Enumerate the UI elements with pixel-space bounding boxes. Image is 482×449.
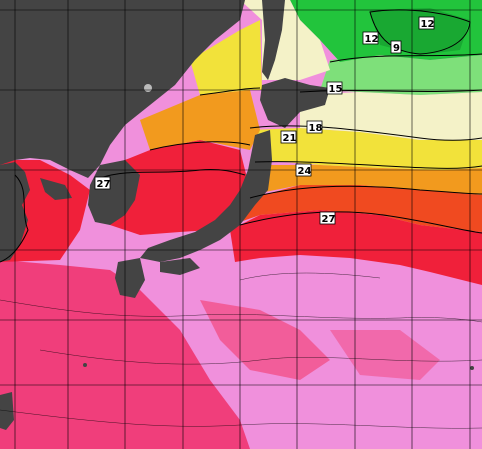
isotherm-label-27-east: 27 — [319, 211, 336, 225]
sea-yellow-band — [250, 128, 482, 170]
sea-japan-yellow — [190, 20, 262, 95]
isotherm-label-21: 21 — [280, 130, 297, 144]
isotherm-label-24: 24 — [295, 163, 312, 177]
svg-text:12: 12 — [365, 34, 379, 45]
svg-text:27: 27 — [97, 179, 111, 190]
svg-text:27: 27 — [322, 214, 336, 225]
sea-cool-green — [320, 55, 482, 95]
isotherm-label-9: 9 — [390, 40, 402, 54]
svg-text:9: 9 — [393, 43, 400, 54]
sea-japan-west-red — [95, 140, 250, 235]
isotherm-label-18: 18 — [306, 120, 323, 134]
svg-text:15: 15 — [329, 84, 343, 95]
isotherm-label-27-west: 27 — [94, 176, 111, 190]
land-hokkaido — [260, 78, 330, 128]
land-korea — [88, 160, 140, 225]
isotherm-lines — [0, 9, 482, 263]
svg-text:24: 24 — [298, 166, 312, 177]
isotherm-label-15: 15 — [326, 81, 343, 95]
isotherm-label-12-a: 12 — [362, 31, 379, 45]
sea-japan-orange — [140, 90, 260, 150]
island-small — [144, 84, 152, 92]
isotherm-label-12-b: 12 — [418, 16, 435, 30]
land-shikoku — [160, 258, 200, 275]
land-kyushu — [115, 258, 145, 298]
svg-text:18: 18 — [309, 123, 323, 134]
sea-pale-band — [300, 92, 482, 140]
sea-red-band — [230, 210, 482, 285]
land-sakhalin — [262, 0, 285, 80]
land-honshu — [140, 130, 272, 262]
land-asia-mainland — [0, 0, 245, 178]
sea-red-patches-3 — [330, 330, 440, 380]
land-shandong — [40, 178, 72, 200]
island-small — [470, 366, 474, 370]
svg-text:21: 21 — [283, 133, 297, 144]
sea-japan-pale — [240, 0, 330, 80]
island-small — [83, 363, 87, 367]
sea-redorange-band — [240, 185, 482, 232]
svg-text:12: 12 — [421, 19, 435, 30]
